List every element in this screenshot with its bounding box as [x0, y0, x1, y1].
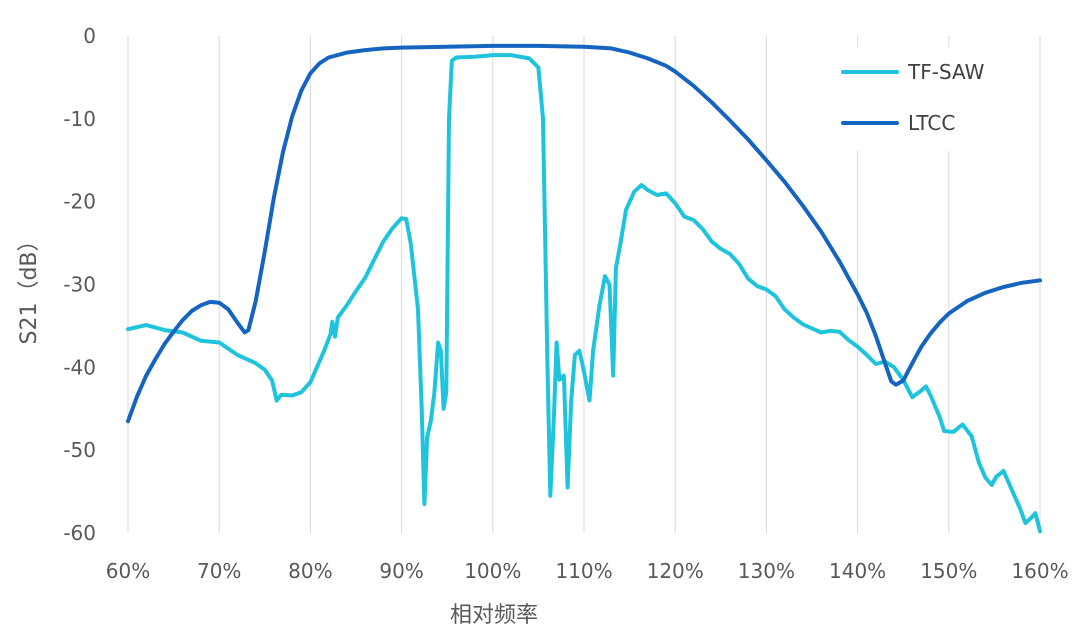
x-tick-label: 140%: [829, 559, 886, 583]
legend-background: [830, 47, 1020, 151]
y-axis-ticks: 0 -10 -20 -30 -40 -50 -60: [63, 24, 96, 545]
series-layer: [126, 43, 1042, 534]
x-tick-label: 100%: [464, 559, 521, 583]
y-tick-label: -40: [63, 355, 96, 379]
x-tick-label: 80%: [288, 559, 332, 583]
legend-label: TF-SAW: [907, 60, 985, 84]
series-line-ltcc: [126, 43, 1042, 424]
y-axis-title: S21（dB）: [17, 229, 42, 344]
x-tick-label: 110%: [555, 559, 612, 583]
series-line-tf-saw: [126, 53, 1042, 534]
x-axis-title: 相对频率: [450, 603, 538, 628]
legend-label: LTCC: [908, 111, 955, 135]
x-tick-label: 120%: [647, 559, 704, 583]
y-tick-label: -10: [63, 107, 96, 131]
y-tick-label: -60: [63, 521, 96, 545]
grid: [127, 36, 1041, 533]
y-tick-label: 0: [83, 24, 96, 48]
x-tick-label: 70%: [197, 559, 241, 583]
x-tick-label: 130%: [738, 559, 795, 583]
y-tick-label: -20: [63, 190, 96, 214]
y-tick-label: -30: [63, 273, 96, 297]
x-tick-label: 60%: [106, 559, 150, 583]
x-axis-ticks: 60% 70% 80% 90% 100% 110% 120% 130% 140% 150% 160%: [106, 559, 1069, 583]
x-tick-label: 160%: [1011, 559, 1068, 583]
x-tick-label: 90%: [379, 559, 423, 583]
y-tick-label: -50: [63, 438, 96, 462]
x-tick-label: 150%: [920, 559, 977, 583]
legend: TF-SAW LTCC: [830, 47, 1020, 151]
